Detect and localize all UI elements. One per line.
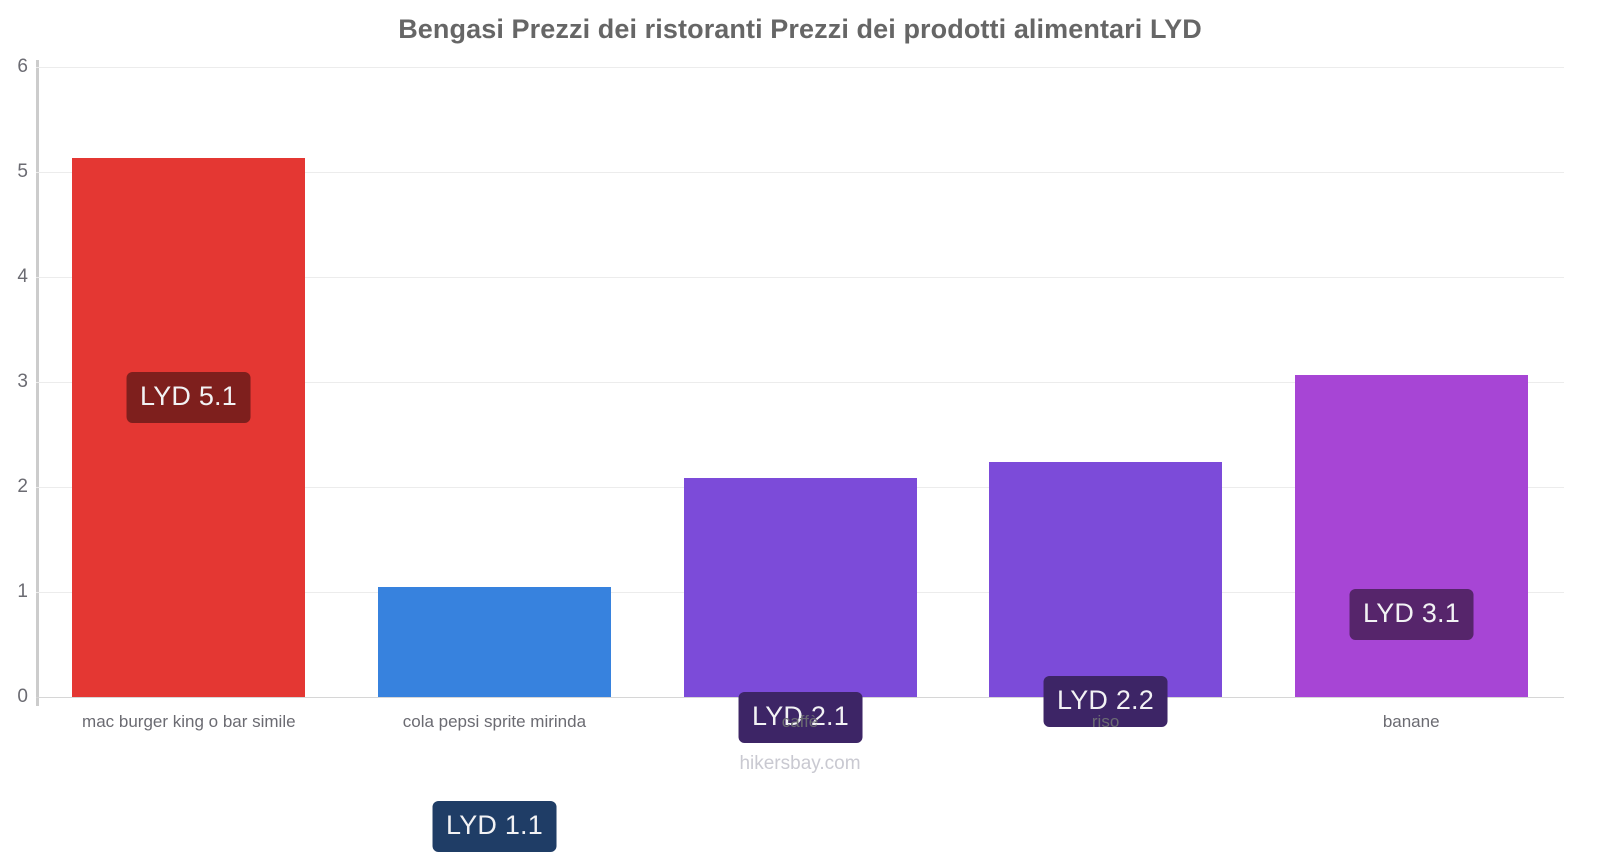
x-axis-tick-label: cola pepsi sprite mirinda <box>402 712 587 731</box>
x-axis-tick-label: banane <box>1382 712 1440 731</box>
x-axis-tick-label: riso <box>1091 712 1120 731</box>
bar-value-label: LYD 3.1 <box>1349 588 1474 640</box>
bar-value-label: LYD 2.1 <box>738 691 863 743</box>
bar-value-label: LYD 5.1 <box>126 372 251 424</box>
bar-chart: Bengasi Prezzi dei ristoranti Prezzi dei… <box>17 14 1564 852</box>
bar-value-label: LYD 2.2 <box>1043 675 1168 727</box>
gridline <box>36 382 1564 383</box>
y-axis-tick-label: 3 <box>17 371 28 392</box>
y-axis-tick-label: 4 <box>17 266 28 287</box>
y-axis-tick-label: 6 <box>17 56 28 77</box>
footer-credit: hikersbay.com <box>739 753 861 774</box>
gridline <box>36 277 1564 278</box>
bar[interactable]: LYD 1.1 <box>378 586 611 852</box>
chart-title: Bengasi Prezzi dei ristoranti Prezzi dei… <box>398 14 1202 44</box>
bar[interactable]: LYD 5.1 <box>72 158 305 697</box>
y-axis-tick-label: 0 <box>17 686 28 707</box>
gridline <box>36 172 1564 173</box>
bar[interactable]: LYD 2.1 <box>684 477 917 743</box>
bar[interactable]: LYD 3.1 <box>1295 374 1528 697</box>
bar[interactable]: LYD 2.2 <box>989 461 1222 727</box>
gridline <box>36 67 1564 68</box>
y-axis-tick-label: 2 <box>17 476 28 497</box>
y-axis-tick-label: 5 <box>17 161 28 182</box>
x-axis-tick-label: caffè <box>781 712 819 731</box>
x-axis-tick-label: mac burger king o bar simile <box>82 712 296 731</box>
bar-value-label: LYD 1.1 <box>432 800 557 852</box>
y-axis-tick-label: 1 <box>17 581 28 602</box>
y-axis-line <box>36 60 39 706</box>
